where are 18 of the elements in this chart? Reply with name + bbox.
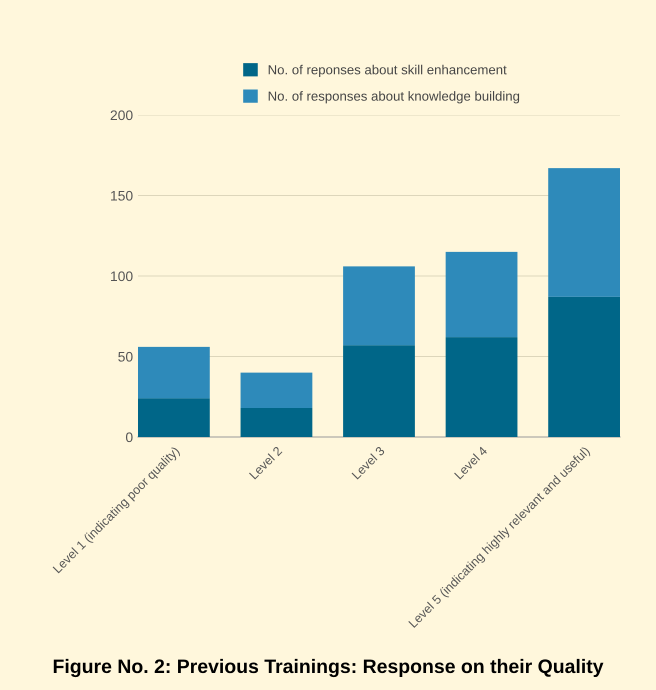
bar — [343, 345, 415, 437]
bar — [548, 296, 620, 437]
bar — [446, 252, 518, 338]
y-tick-label: 50 — [118, 352, 133, 362]
y-tick-label: 150 — [111, 190, 133, 201]
text: Figure No. 2: Previous Trainings: Response on their Quality — [54, 658, 604, 678]
bar — [343, 266, 415, 346]
legend-label: No. of responses about knowledge building — [268, 91, 520, 104]
bar — [138, 346, 210, 398]
y-tick-label: 200 — [110, 110, 133, 120]
bar — [548, 168, 620, 297]
legend-label: No. of reponses about skill enhancement — [268, 64, 507, 78]
y-tick-label: 100 — [111, 271, 133, 282]
bar — [240, 372, 312, 408]
bar — [138, 398, 210, 437]
y-tick-label: 0 — [126, 432, 133, 442]
bar — [240, 408, 312, 437]
bar — [446, 337, 518, 437]
